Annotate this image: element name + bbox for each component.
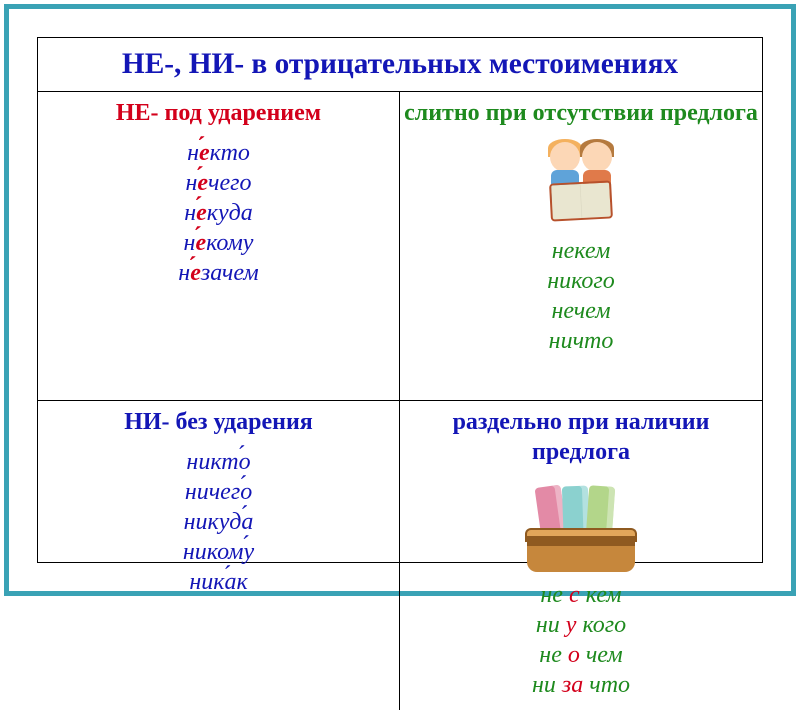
cell-separate-with-preposition: раздельно при наличии предлога не с кемн…: [400, 401, 762, 710]
word: некуда: [42, 198, 395, 228]
phrase: ни за что: [404, 670, 758, 700]
content-frame: НЕ-, НИ- в отрицательных местоимениях НЕ…: [37, 37, 763, 563]
word: ничего: [42, 477, 395, 507]
word-list: некемникогонечемничто: [404, 236, 758, 356]
cell-heading: слитно при отсутствии предлога: [404, 98, 758, 128]
phrase: не о чем: [404, 640, 758, 670]
word: ничто: [404, 326, 758, 356]
rules-grid: НЕ- под ударением нектонечегонекуданеком…: [38, 92, 762, 710]
phrase: ни у кого: [404, 610, 758, 640]
word: некому: [42, 228, 395, 258]
word: никто: [42, 447, 395, 477]
cell-ni-unstressed: НИ- без ударения никтоничегоникуданикому…: [38, 401, 400, 710]
slide-outer-border: НЕ-, НИ- в отрицательных местоимениях НЕ…: [4, 4, 796, 596]
word: никому: [42, 537, 395, 567]
word: никуда: [42, 507, 395, 537]
table-title: НЕ-, НИ- в отрицательных местоимениях: [38, 38, 762, 92]
word: нечего: [42, 168, 395, 198]
cell-ne-stressed: НЕ- под ударением нектонечегонекуданеком…: [38, 92, 400, 401]
word-list: нектонечегонекуданекомунезачем: [42, 138, 395, 288]
word-list: никтоничегоникуданикомуникак: [42, 447, 395, 597]
cell-together-no-preposition: слитно при отсутствии предлога некемнико…: [400, 92, 762, 401]
word: никого: [404, 266, 758, 296]
word-list: не с кемни у когоне о чемни за что: [404, 580, 758, 700]
books-box-illustration: [521, 477, 641, 572]
cell-heading: раздельно при наличии предлога: [404, 407, 758, 467]
cell-heading: НИ- без ударения: [42, 407, 395, 437]
word: некто: [42, 138, 395, 168]
cell-heading: НЕ- под ударением: [42, 98, 395, 128]
children-reading-illustration: [526, 138, 636, 228]
phrase: не с кем: [404, 580, 758, 610]
word: нечем: [404, 296, 758, 326]
word: некем: [404, 236, 758, 266]
word: незачем: [42, 258, 395, 288]
word: никак: [42, 567, 395, 597]
